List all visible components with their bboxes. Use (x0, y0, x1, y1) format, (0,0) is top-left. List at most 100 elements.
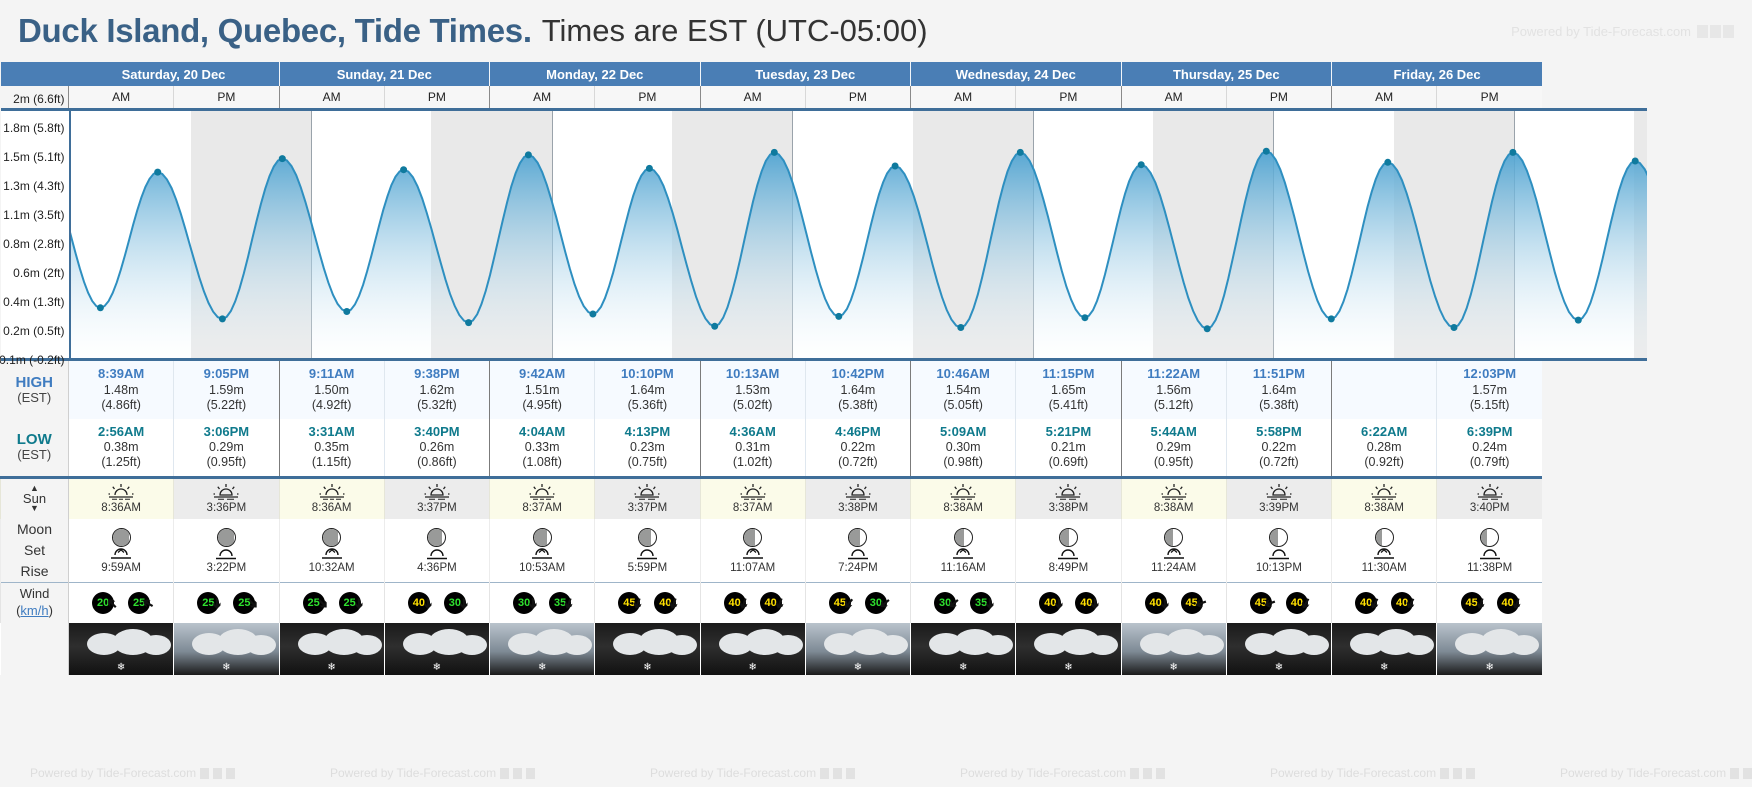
tide-height-m: 1.50m (314, 382, 349, 397)
period-am: AM (278, 86, 385, 108)
tide-time: 10:10PM (621, 366, 674, 382)
wind-cell: 25 ➔ 25 ➔ (278, 582, 385, 623)
tide-height-ft: (5.38ft) (1259, 398, 1299, 413)
wind-indicator: 40 ➔ (1144, 591, 1173, 614)
low-tide-cell: 6:39PM 0.24m (0.79ft) (1436, 419, 1543, 477)
wind-row: Wind (km/h) 20 ➔ 25 ➔ 25 ➔ 25 ➔ 25 ➔ 25 ➔ 40 ➔ 30 ➔ … (0, 582, 1752, 623)
cloud-icon (1350, 632, 1385, 655)
tide-time: 6:22AM (1361, 423, 1408, 439)
tide-height-ft: (0.92ft) (1364, 455, 1404, 470)
wind-cell: 40 ➔ 40 ➔ (699, 582, 806, 623)
high-tide-cell: 10:46AM 1.54m (5.05ft) (910, 361, 1016, 419)
moon-cell: 11:16AM (910, 519, 1016, 583)
footer-powered-by: Powered by Tide-Forecast.com (1270, 766, 1476, 780)
moonrise-time: 7:24PM (838, 561, 878, 574)
wind-speed-badge: 40 (759, 591, 782, 614)
high-tide-marker (1016, 148, 1024, 156)
moon-phase-icon (111, 527, 131, 547)
wind-cell: 40 ➔ 40 ➔ (1015, 582, 1122, 623)
low-tide-cell: 4:46PM 0.22m (0.72ft) (804, 419, 911, 477)
wind-speed-badge: 40 (407, 591, 430, 614)
tide-height-ft: (5.15ft) (1469, 398, 1510, 413)
sunrise-cell: 8:37AM (489, 475, 595, 519)
moon-cell: 10:32AM (278, 519, 385, 583)
tide-height-m: 0.24m (1472, 439, 1508, 454)
moonset-icon (1332, 547, 1436, 562)
footer-powered-by: Powered by Tide-Forecast.com (30, 766, 236, 780)
tide-height-m: 0.26m (419, 439, 455, 454)
wind-cell: 40 ➔ 40 ➔ (1331, 582, 1437, 623)
cloud-icon (1088, 634, 1119, 655)
tide-time: 5:44AM (1150, 423, 1197, 439)
cloud-icon (87, 632, 121, 655)
wind-indicator: 40 ➔ (759, 591, 790, 614)
tide-height-ft: (5.02ft) (732, 398, 773, 413)
high-tide-marker (770, 148, 778, 156)
high-tide-marker (891, 162, 899, 170)
wind-indicator: 30 ➔ (513, 591, 542, 614)
wind-speed-badge: 45 (1249, 591, 1272, 614)
wind-speed-badge: 25 (233, 591, 256, 614)
tide-curve-svg (70, 147, 1648, 358)
wind-speed-badge: 40 (1355, 591, 1378, 614)
tide-height-m: 1.65m (1051, 382, 1086, 397)
low-tide-marker (1203, 325, 1211, 333)
day-header: Wednesday, 24 Dec (910, 62, 1122, 86)
wind-speed-badge: 35 (549, 591, 572, 614)
tide-height-m: 0.38m (103, 439, 139, 454)
tide-height-ft: (0.75ft) (627, 455, 668, 470)
cloud-icon (141, 634, 171, 655)
day-header: Tuesday, 23 Dec (699, 62, 911, 86)
sunrise-time: 8:38AM (1364, 502, 1404, 515)
high-tide-cell: 12:03PM 1.57m (5.15ft) (1436, 361, 1543, 419)
wind-indicator: 45 ➔ (1180, 591, 1209, 614)
wind-direction-arrow-icon: ➔ (456, 597, 473, 610)
moon-cell: 7:24PM (804, 519, 911, 583)
snow-icon: ❄ (327, 661, 336, 673)
weather-cell: ❄ (1225, 622, 1332, 675)
weather-cell: ❄ (173, 622, 279, 675)
logo-bar-icon (526, 767, 536, 779)
sunset-cell: 3:37PM (594, 475, 701, 519)
cloud-icon (508, 632, 543, 655)
cloud-icon (877, 634, 908, 655)
wind-indicator: 40 ➔ (1391, 591, 1421, 614)
moon-cell: 11:24AM (1120, 519, 1227, 583)
sunset-icon (1477, 484, 1503, 501)
timezone-subtitle: Times are EST (UTC-05:00) (541, 13, 928, 48)
wind-indicator: 25 ➔ (302, 591, 333, 614)
tide-height-ft: (5.05ft) (943, 398, 983, 413)
moonset-time: 11:07AM (730, 561, 776, 574)
wind-indicator: 35 ➔ (970, 591, 999, 614)
high-tide-cell: 8:39AM 1.48m (4.86ft) (67, 361, 174, 419)
wind-speed-badge: 45 (1180, 591, 1203, 614)
snow-icon: ❄ (432, 661, 442, 673)
high-tide-cell: 9:38PM 1.62m (5.32ft) (383, 361, 490, 419)
high-tide-marker (399, 166, 407, 174)
logo-bar-icon (1440, 767, 1450, 779)
moonset-time: 11:16AM (940, 561, 986, 574)
logo-bar-icon (200, 767, 210, 779)
tide-height-m: 1.48m (103, 382, 139, 397)
high-tide-cell: 10:10PM 1.64m (5.36ft) (594, 361, 701, 419)
tide-height-m: 1.59m (209, 382, 244, 397)
wind-direction-arrow-icon: ➔ (420, 597, 437, 610)
high-tide-row: HIGH (EST) 8:39AM 1.48m (4.86ft) 9:05PM 1.5… (0, 361, 1752, 419)
cloud-icon (246, 634, 277, 655)
corner-cell (0, 62, 69, 86)
tide-height-m: 0.30m (945, 439, 981, 454)
y-axis-tick-label: 2m (6.6ft) (13, 92, 65, 106)
tide-time: 10:42PM (831, 366, 885, 382)
wind-speed-badge: 40 (1285, 591, 1308, 614)
logo-bar-icon (1143, 767, 1153, 779)
tide-height-ft: (0.72ft) (838, 455, 878, 470)
moonrise-icon (174, 547, 278, 562)
cloud-icon (983, 634, 1014, 655)
footer-powered-by-text: Powered by Tide-Forecast.com (1270, 766, 1437, 780)
wind-speed-badge: 30 (443, 591, 466, 614)
sunrise-time: 8:37AM (732, 502, 773, 515)
wind-unit-link[interactable]: km/h (20, 602, 49, 618)
wind-cell: 30 ➔ 35 ➔ (489, 582, 595, 623)
cloud-icon (402, 632, 437, 655)
wind-indicator: 40 ➔ (1285, 591, 1316, 614)
